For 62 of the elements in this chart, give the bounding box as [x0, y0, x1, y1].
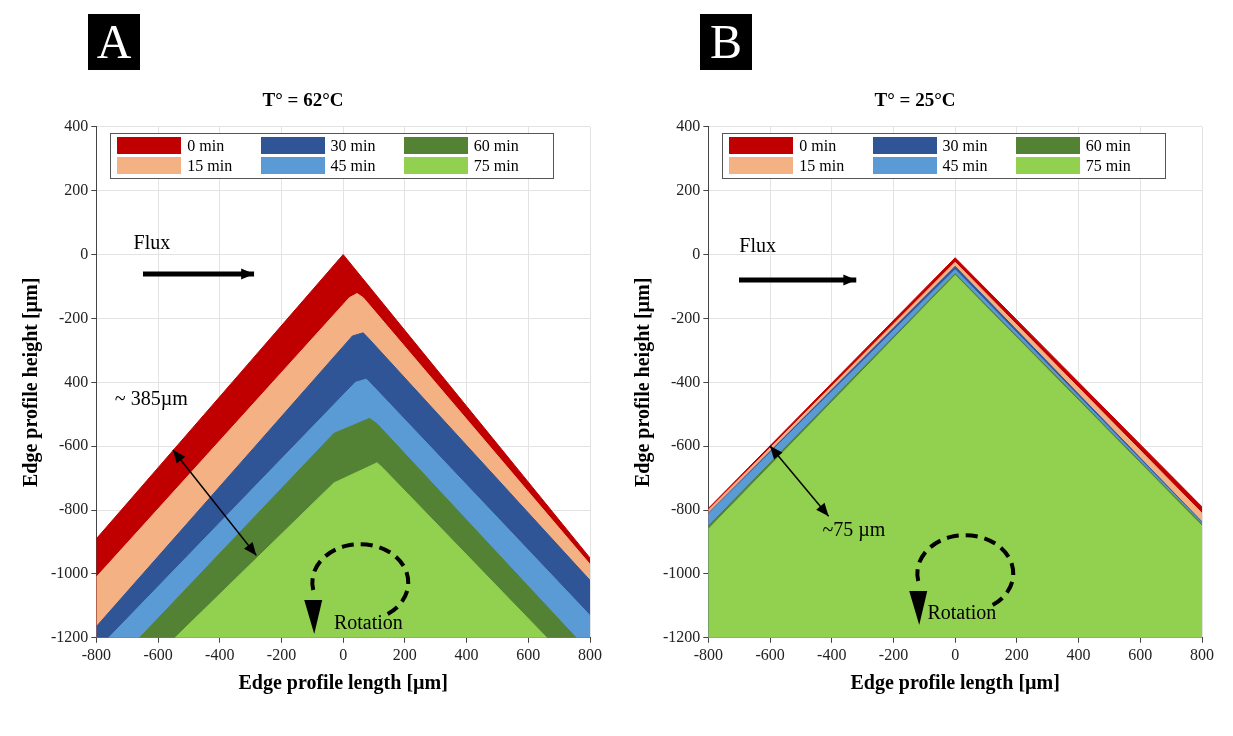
x-tick-label: -800 — [81, 645, 111, 663]
y-tick-label: 200 — [64, 180, 89, 198]
y-tick-label: -200 — [671, 308, 701, 326]
x-axis-title: Edge profile length [µm] — [850, 671, 1060, 695]
y-tick-label: -400 — [671, 372, 701, 390]
x-tick-label: 0 — [339, 645, 348, 663]
chart-title: T° = 62°C — [262, 89, 344, 111]
text: B — [700, 14, 752, 70]
y-tick-label: -600 — [671, 436, 701, 454]
legend-label: 75 min — [473, 156, 519, 175]
y-tick-label: 0 — [692, 244, 701, 262]
annotation: ~ 385µm — [114, 386, 188, 410]
x-tick-label: 200 — [392, 645, 417, 663]
y-tick-label: -800 — [59, 500, 89, 518]
y-axis-title: Edge profile height [µm] — [631, 277, 655, 488]
x-tick-label: -400 — [205, 645, 235, 663]
x-tick-label: 200 — [1004, 645, 1029, 663]
x-tick-label: -800 — [693, 645, 723, 663]
x-tick-label: 800 — [578, 645, 602, 663]
x-tick-label: -400 — [817, 645, 847, 663]
annotation: Flux — [739, 233, 777, 257]
x-tick-label: 600 — [516, 645, 541, 663]
x-tick-label: -600 — [143, 645, 173, 663]
x-tick-label: 0 — [951, 645, 960, 663]
annotation: ~75 µm — [822, 517, 886, 541]
text: A — [88, 14, 140, 70]
legend-label: 0 min — [187, 136, 225, 155]
y-tick-label: -1000 — [51, 564, 89, 582]
legend-label: 0 min — [799, 136, 837, 155]
y-tick-label: 400 — [676, 117, 701, 134]
legend-label: 75 min — [1085, 156, 1131, 175]
x-tick-label: 600 — [1128, 645, 1153, 663]
x-tick-label: 800 — [1190, 645, 1214, 663]
y-tick-label: -800 — [671, 500, 701, 518]
legend-label: 60 min — [1085, 136, 1131, 155]
y-tick-label: -1200 — [51, 628, 89, 645]
y-tick-label: -1200 — [663, 628, 701, 645]
legend-label: 45 min — [942, 156, 988, 175]
y-tick-label: 0 — [80, 244, 89, 262]
legend-label: 15 min — [799, 156, 845, 175]
y-tick-label: 200 — [676, 180, 701, 198]
y-axis-title: Edge profile height [µm] — [19, 277, 43, 488]
x-axis-title: Edge profile length [µm] — [238, 671, 448, 695]
legend-label: 45 min — [330, 156, 376, 175]
x-tick-label: -600 — [755, 645, 785, 663]
annotation: Flux — [133, 230, 171, 254]
y-tick-label: -1000 — [663, 564, 701, 582]
annotation: Rotation — [927, 600, 997, 624]
x-tick-label: 400 — [454, 645, 479, 663]
y-tick-label: -200 — [59, 308, 89, 326]
legend-label: 30 min — [330, 136, 376, 155]
y-tick-label: 400 — [64, 372, 89, 390]
annotation: Rotation — [333, 610, 403, 634]
legend-label: 15 min — [187, 156, 233, 175]
legend-label: 30 min — [942, 136, 988, 155]
x-tick-label: -200 — [266, 645, 297, 663]
y-tick-label: -600 — [59, 436, 89, 454]
chart-title: T° = 25°C — [874, 89, 956, 111]
x-tick-label: 400 — [1066, 645, 1091, 663]
legend-label: 60 min — [473, 136, 519, 155]
x-tick-label: -200 — [878, 645, 909, 663]
y-tick-label: 400 — [64, 117, 89, 134]
